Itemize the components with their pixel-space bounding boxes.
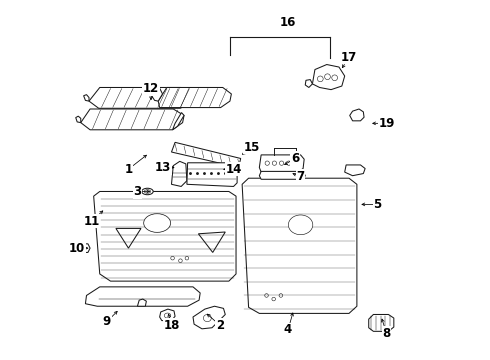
Polygon shape — [89, 87, 192, 108]
Polygon shape — [116, 228, 141, 248]
Polygon shape — [76, 116, 81, 123]
Polygon shape — [259, 171, 305, 179]
Text: 17: 17 — [341, 51, 357, 68]
Text: 10: 10 — [69, 242, 88, 255]
Polygon shape — [193, 306, 225, 329]
Text: 11: 11 — [83, 211, 103, 228]
Text: 12: 12 — [143, 82, 159, 100]
Circle shape — [224, 172, 227, 175]
Text: 16: 16 — [280, 16, 296, 29]
Polygon shape — [158, 87, 231, 108]
Polygon shape — [150, 87, 163, 101]
Polygon shape — [84, 95, 89, 101]
Circle shape — [189, 172, 192, 175]
Text: 18: 18 — [163, 314, 180, 332]
Ellipse shape — [144, 214, 171, 232]
Polygon shape — [368, 315, 394, 331]
Text: 2: 2 — [207, 314, 224, 332]
Polygon shape — [180, 91, 192, 108]
Text: 1: 1 — [124, 155, 147, 176]
Text: 4: 4 — [284, 313, 294, 336]
Polygon shape — [259, 155, 304, 172]
Polygon shape — [137, 299, 147, 306]
Polygon shape — [187, 163, 237, 186]
Polygon shape — [305, 80, 313, 87]
Polygon shape — [344, 165, 365, 176]
Polygon shape — [172, 142, 241, 167]
Polygon shape — [242, 178, 357, 314]
Polygon shape — [172, 161, 187, 186]
Text: 14: 14 — [224, 163, 242, 176]
Text: 8: 8 — [382, 319, 391, 340]
Circle shape — [210, 172, 213, 175]
Polygon shape — [81, 109, 184, 130]
Circle shape — [217, 172, 220, 175]
Text: 15: 15 — [243, 140, 260, 154]
Circle shape — [196, 172, 199, 175]
Text: 5: 5 — [362, 198, 382, 211]
Text: 3: 3 — [133, 185, 149, 198]
Circle shape — [203, 172, 206, 175]
Polygon shape — [350, 109, 364, 121]
Text: 13: 13 — [155, 161, 174, 174]
Text: 6: 6 — [285, 152, 299, 165]
Polygon shape — [72, 244, 90, 252]
Circle shape — [231, 172, 234, 175]
Polygon shape — [160, 309, 175, 320]
Polygon shape — [198, 232, 225, 252]
Text: 7: 7 — [293, 170, 305, 183]
Polygon shape — [172, 113, 184, 130]
Text: 9: 9 — [103, 311, 117, 328]
Polygon shape — [313, 64, 344, 90]
Ellipse shape — [142, 188, 153, 195]
Text: 19: 19 — [373, 117, 395, 130]
Ellipse shape — [289, 215, 313, 235]
Polygon shape — [94, 192, 236, 281]
Polygon shape — [85, 287, 200, 306]
